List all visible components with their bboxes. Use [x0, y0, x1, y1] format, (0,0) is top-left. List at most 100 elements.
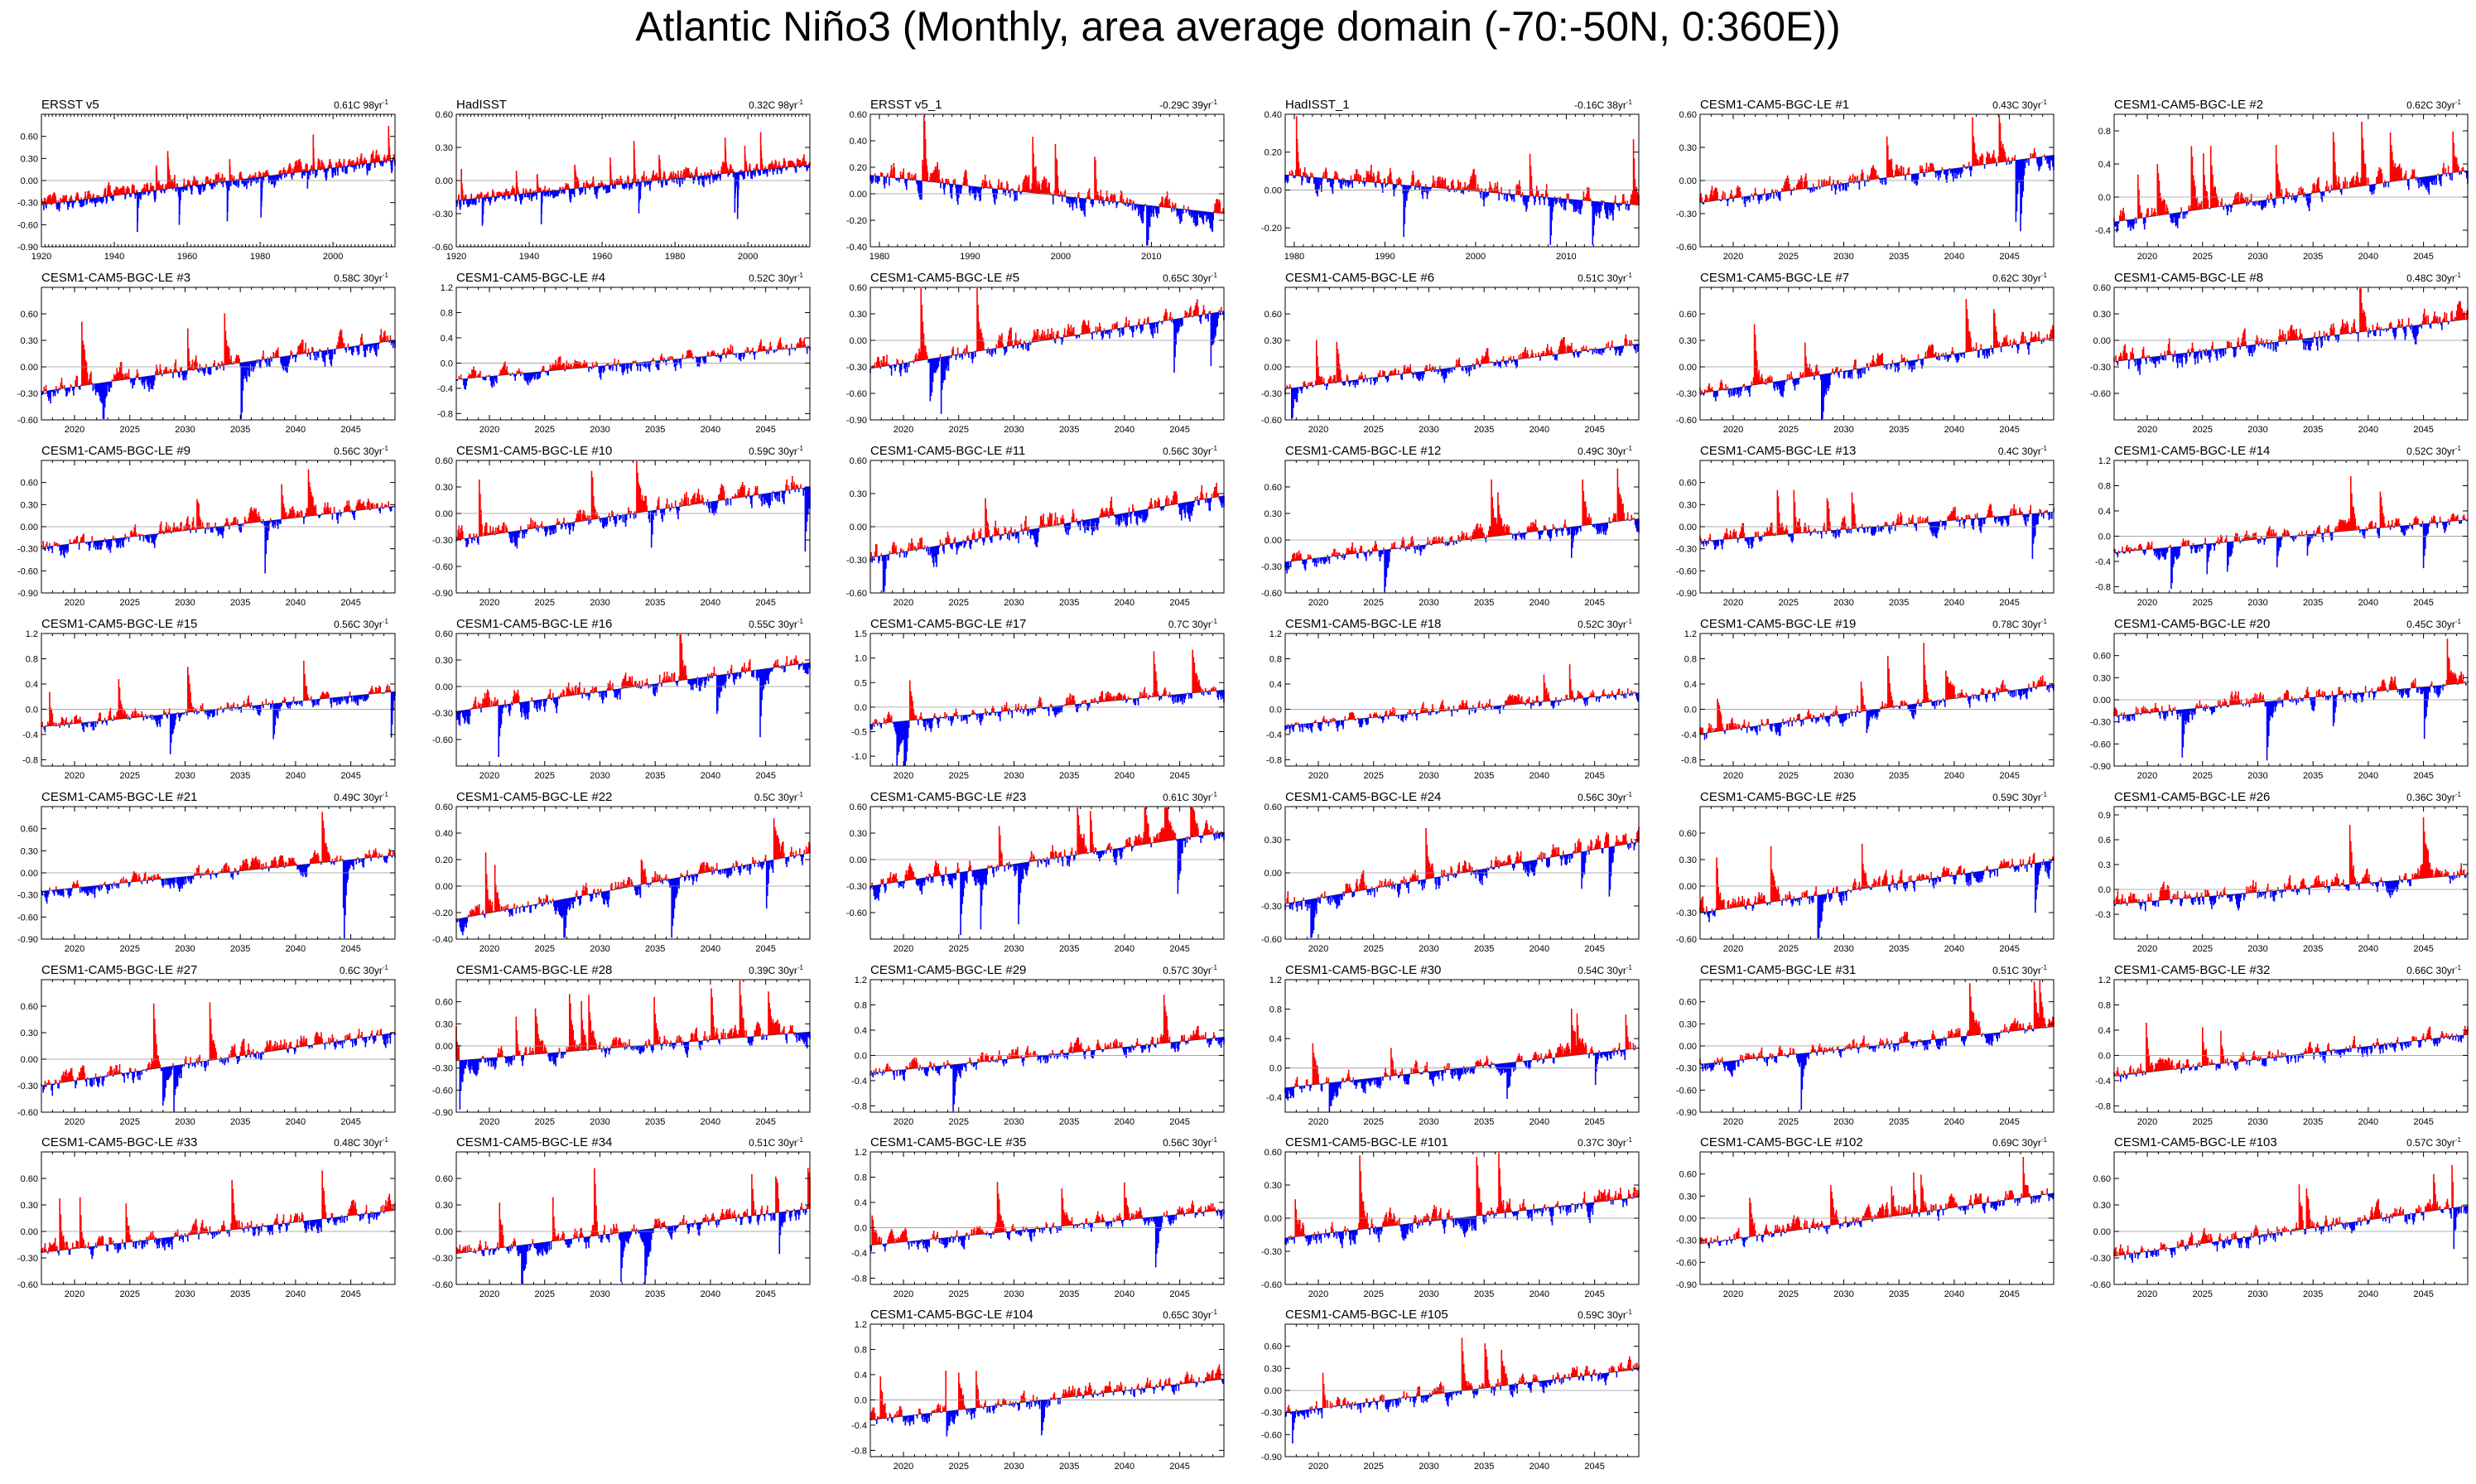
positive-fill [1286, 1337, 1640, 1413]
trend-label-exponent: -1 [2455, 1136, 2462, 1144]
negative-fill [43, 691, 396, 754]
x-tick-label: 2030 [1833, 598, 1853, 608]
positive-fill [2113, 1023, 2469, 1077]
plot-frame [2113, 113, 2469, 248]
trend-label-exponent: -1 [383, 99, 389, 106]
trend-line [455, 1207, 811, 1254]
x-tick-label: 2020 [2137, 252, 2157, 262]
y-tick-label: 0.00 [436, 882, 453, 892]
trend-label-exponent: -1 [2455, 618, 2462, 625]
y-tick-label: 0.60 [1679, 310, 1697, 320]
x-tick-label: 2045 [1584, 1117, 1604, 1127]
plot-frame [2113, 979, 2469, 1113]
trend-label-exponent: -1 [1626, 445, 1633, 452]
positive-fill [1291, 468, 1635, 561]
trend-label: 0.48C 30yr-1 [2406, 272, 2461, 284]
y-tick-label: -0.60 [17, 1108, 38, 1118]
negative-fill [1284, 175, 1631, 245]
y-tick-label: 0.8 [441, 308, 453, 318]
y-tick-label: -0.30 [432, 1064, 453, 1074]
trend-label: 0.4C 30yr-1 [1998, 445, 2048, 457]
y-tick-label: -0.60 [432, 562, 453, 572]
y-tick-label: 0.5 [855, 678, 867, 688]
y-tick-label: -0.30 [846, 363, 867, 373]
positive-fill [1287, 664, 1636, 725]
trend-label: -0.29C 39yr-1 [1159, 99, 1217, 111]
plot-frame [455, 287, 811, 421]
x-tick-label: 2025 [1779, 771, 1799, 781]
trend-label: 0.65C 30yr-1 [1163, 272, 1217, 284]
y-tick-label: 1.2 [855, 1320, 867, 1330]
y-tick-label: -0.60 [846, 908, 867, 918]
x-tick-label: 2030 [590, 598, 609, 608]
x-tick-label: 2030 [2247, 944, 2267, 954]
panel-26: CESM1-CAM5-BGC-LE #22 0.5C 30yr-1 -0.40 -0.… [432, 790, 811, 954]
x-tick-label: 2030 [590, 1117, 609, 1127]
positive-fill [1699, 980, 2055, 1065]
y-tick-label: 0.00 [1264, 1214, 1282, 1224]
y-tick-label: 0.30 [21, 1201, 38, 1211]
y-tick-label: 0.00 [850, 523, 867, 532]
x-tick-label: 2030 [1419, 771, 1438, 781]
y-tick-label: 0.4 [2098, 1026, 2111, 1036]
negative-fill [869, 1037, 1225, 1112]
trend-label: 0.51C 30yr-1 [1992, 964, 2047, 976]
y-tick-label: 0.60 [2093, 1174, 2111, 1184]
y-tick-label: -0.8 [2095, 582, 2111, 592]
x-tick-label: 2025 [1364, 944, 1384, 954]
y-tick-label: -0.30 [1261, 902, 1282, 912]
panel-title: CESM1-CAM5-BGC-LE #13 [1700, 444, 1856, 458]
positive-fill [457, 132, 811, 200]
x-tick-label: 2020 [1308, 598, 1328, 608]
panel-title: CESM1-CAM5-BGC-LE #24 [1285, 790, 1441, 804]
x-tick-label: 2030 [1833, 1117, 1853, 1127]
y-tick-label: 0.4 [1269, 680, 1282, 690]
x-tick-label: 2040 [1115, 944, 1134, 954]
x-tick-label: 2040 [1944, 771, 1964, 781]
negative-fill [869, 690, 1225, 766]
trend-label-exponent: -1 [383, 445, 389, 452]
trend-line [41, 691, 396, 728]
panel-title: ERSST v5_1 [870, 98, 942, 112]
plot-frame [1699, 287, 2055, 421]
y-tick-label: 0.60 [850, 283, 867, 293]
x-tick-label: 2030 [175, 771, 195, 781]
x-tick-label: 2035 [1474, 598, 1494, 608]
panel-title: CESM1-CAM5-BGC-LE #5 [870, 271, 1019, 285]
x-tick-label: 2035 [2303, 771, 2323, 781]
trend-label: 0.56C 30yr-1 [334, 445, 388, 457]
negative-fill [2117, 682, 2467, 761]
x-tick-label: 2040 [1944, 425, 1964, 435]
panel-title: CESM1-CAM5-BGC-LE #20 [2114, 617, 2270, 631]
x-tick-label: 2020 [1308, 771, 1328, 781]
y-tick-label: 0.00 [1679, 1214, 1697, 1224]
y-tick-label: -0.60 [1676, 935, 1697, 945]
x-tick-label: 2045 [1999, 771, 2019, 781]
y-tick-label: -0.8 [851, 1274, 867, 1284]
panel-title: CESM1-CAM5-BGC-LE #29 [870, 963, 1026, 977]
y-tick-label: 0.60 [850, 802, 867, 812]
y-tick-label: -0.8 [1681, 755, 1697, 765]
trend-line [869, 1378, 1225, 1421]
negative-fill [41, 160, 396, 233]
trend-label: 0.52C 30yr-1 [749, 272, 803, 284]
y-tick-label: 0.8 [855, 1345, 867, 1355]
y-tick-label: 0.6 [2098, 836, 2111, 846]
x-tick-label: 2035 [1889, 1117, 1909, 1127]
y-tick-label: 0.00 [1264, 186, 1282, 195]
y-tick-label: 0.30 [21, 336, 38, 346]
x-tick-label: 2040 [2358, 1117, 2378, 1127]
y-tick-label: 0.60 [436, 1174, 453, 1184]
y-tick-label: -0.4 [437, 384, 453, 394]
y-tick-label: 0.40 [436, 829, 453, 839]
x-tick-label: 2030 [1833, 1289, 1853, 1299]
plot-frame [869, 633, 1225, 767]
positive-fill [41, 126, 396, 205]
x-tick-label: 2030 [1419, 1117, 1438, 1127]
y-tick-label: 0.60 [1264, 802, 1282, 812]
positive-fill [2113, 288, 2469, 362]
x-tick-label: 2040 [1115, 771, 1134, 781]
trend-label: 0.56C 30yr-1 [1163, 445, 1217, 457]
plot-frame [1284, 460, 1640, 594]
panel-title: CESM1-CAM5-BGC-LE #17 [870, 617, 1026, 631]
